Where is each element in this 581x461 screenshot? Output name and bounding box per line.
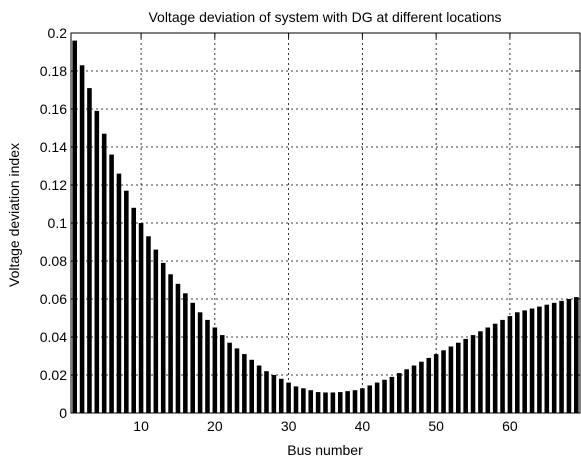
bar <box>286 382 291 413</box>
bar <box>94 110 100 414</box>
y-axis-label: Voltage deviation index <box>6 143 22 287</box>
bar <box>470 335 476 413</box>
bar <box>441 350 446 413</box>
bar <box>212 327 218 413</box>
bar <box>264 371 269 413</box>
bar <box>485 327 491 413</box>
bar <box>500 319 505 413</box>
x-tick-labels: 10 20 30 40 50 60 <box>133 418 518 434</box>
bar <box>308 390 314 413</box>
bar <box>293 386 299 413</box>
x-tick-label: 50 <box>428 418 444 434</box>
bar <box>492 323 498 413</box>
y-tick-label: 0.16 <box>40 101 67 117</box>
bar <box>389 376 395 413</box>
bar <box>197 312 203 413</box>
y-tick-label: 0.18 <box>40 63 67 79</box>
bar <box>507 316 513 413</box>
y-tick-label: 0.06 <box>40 291 67 307</box>
bar <box>242 354 247 413</box>
bar <box>455 342 461 413</box>
bar <box>116 173 122 413</box>
y-tick-label: 0.1 <box>48 215 68 231</box>
y-tick-label: 0.04 <box>40 329 67 345</box>
bar <box>175 283 181 413</box>
chart-title: Voltage deviation of system with DG at d… <box>148 9 501 25</box>
axis-ticks <box>71 32 580 414</box>
x-tick-label: 10 <box>133 418 149 434</box>
bar <box>124 190 129 413</box>
bar <box>352 390 358 413</box>
bar <box>234 348 240 413</box>
bar <box>404 369 409 413</box>
bar <box>433 354 439 413</box>
y-tick-label: 0.14 <box>40 139 67 155</box>
y-tick-label: 0.12 <box>40 177 67 193</box>
bar <box>227 342 232 413</box>
bar <box>256 365 262 413</box>
bar <box>396 373 402 413</box>
bar <box>101 133 107 413</box>
bar <box>374 382 380 413</box>
bar <box>183 293 188 413</box>
bar <box>367 385 373 413</box>
bar <box>323 392 328 413</box>
bar-series <box>72 40 579 414</box>
bar <box>146 236 151 413</box>
y-tick-labels: 0 0.02 0.04 0.06 0.08 0.1 0.12 0.14 0.16 0.18 0.2 <box>40 25 67 421</box>
bar <box>426 357 432 413</box>
bar <box>411 365 417 413</box>
bar <box>131 207 136 413</box>
bar <box>360 388 365 413</box>
bar <box>87 88 92 413</box>
bar <box>249 359 255 413</box>
bar <box>559 300 564 413</box>
bar <box>551 302 557 413</box>
bar <box>522 310 527 413</box>
bar <box>337 392 343 413</box>
y-tick-label: 0.02 <box>40 367 67 383</box>
bar <box>382 379 387 413</box>
x-tick-label: 40 <box>355 418 371 434</box>
bar <box>478 331 483 413</box>
bar <box>138 223 144 413</box>
x-tick-label: 20 <box>207 418 223 434</box>
bar <box>109 154 114 413</box>
bar <box>529 308 535 413</box>
y-tick-label: 0.08 <box>40 253 67 269</box>
bar <box>345 391 350 413</box>
bar <box>463 338 468 413</box>
bar <box>448 346 454 413</box>
bar <box>271 375 277 413</box>
bar <box>79 65 85 414</box>
bar <box>315 392 321 413</box>
bar <box>160 262 166 413</box>
bar <box>566 299 572 413</box>
x-tick-label: 30 <box>281 418 297 434</box>
bar <box>219 335 225 413</box>
bar <box>574 297 579 413</box>
bar <box>278 378 284 413</box>
x-tick-label: 60 <box>502 418 518 434</box>
y-tick-label: 0.2 <box>48 25 68 41</box>
y-tick-label: 0 <box>59 405 67 421</box>
bar <box>168 274 173 413</box>
bar <box>72 40 77 413</box>
bar <box>205 319 210 413</box>
bar <box>301 388 306 413</box>
x-axis-label: Bus number <box>287 442 363 458</box>
bar <box>330 392 336 413</box>
bar <box>419 361 424 413</box>
bar <box>515 312 520 413</box>
bar <box>190 302 196 413</box>
bar <box>153 249 159 413</box>
bar <box>544 304 550 413</box>
bar <box>537 306 542 413</box>
